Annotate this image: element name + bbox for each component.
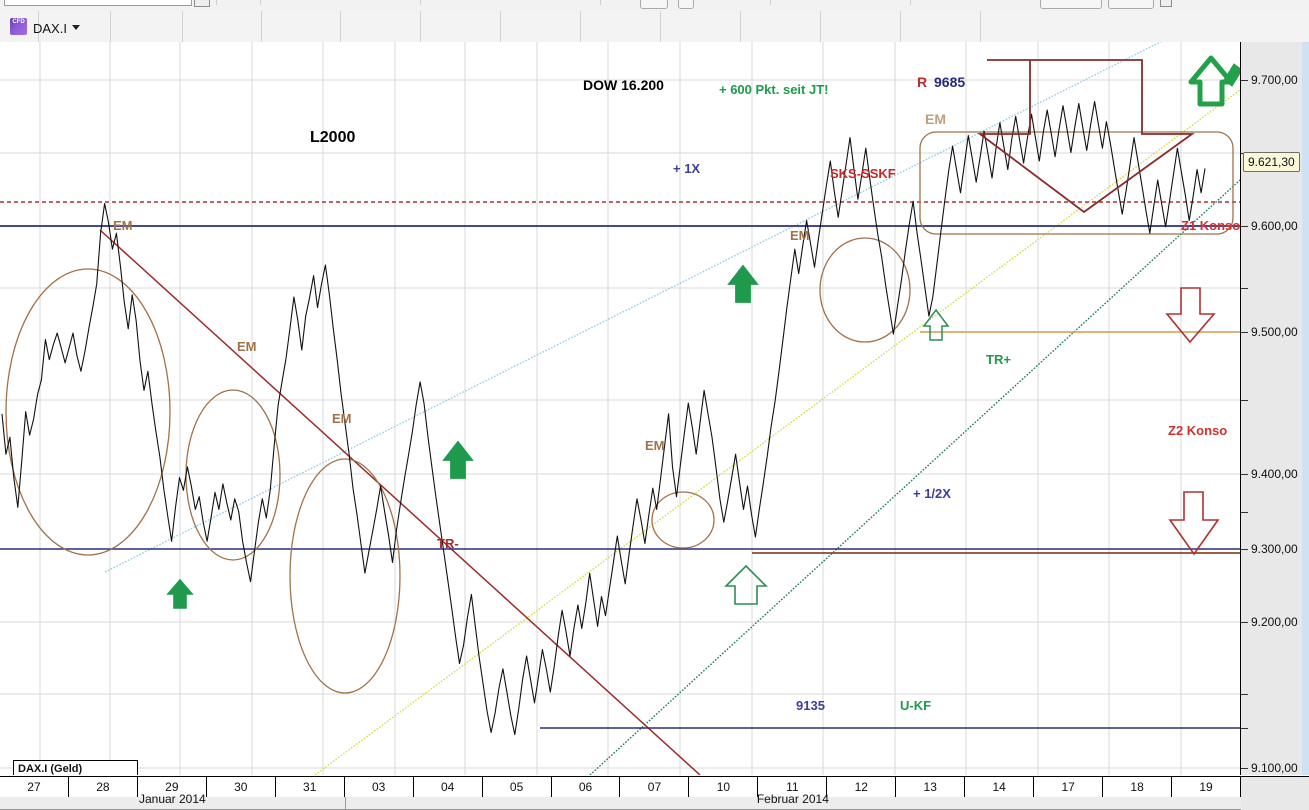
cfd-icon-text: CFD <box>12 19 25 25</box>
price-line <box>1 100 1206 736</box>
toolbar-separator <box>910 0 911 5</box>
price-tick-label: 9.700,00 <box>1251 73 1298 87</box>
date-axis-tick: 04 <box>414 777 483 798</box>
em-ellipse-2 <box>185 389 281 561</box>
chevron-down-icon[interactable] <box>72 25 80 30</box>
last-price-marker: 9.621,30 <box>1243 152 1300 172</box>
price-tick-label: 9.100,00 <box>1251 761 1298 775</box>
toolbar-icon-button[interactable] <box>640 0 668 9</box>
vertical-scrollbar[interactable] <box>1302 42 1309 775</box>
toolbar-separator <box>600 0 601 5</box>
annotation-em-1: EM <box>113 218 133 233</box>
channel-mid-yellow <box>314 89 1240 775</box>
em-ellipse-3 <box>289 458 401 694</box>
date-axis-tick: 03 <box>345 777 414 798</box>
toolbar-separator <box>420 0 421 5</box>
annotation-em-4: EM <box>645 438 665 453</box>
price-tick-label: 9.600,00 <box>1251 219 1298 233</box>
annotation-r-label: R <box>917 74 928 90</box>
date-axis-tick: 14 <box>965 777 1035 798</box>
price-tick-label: 9.500,00 <box>1251 325 1298 339</box>
annotation-level-9135: 9135 <box>796 698 825 713</box>
trendline-tr-plus <box>589 179 1240 775</box>
up-arrow-filled-icon <box>727 264 759 303</box>
up-arrow-filled-icon <box>166 578 194 609</box>
toolbar-more-button[interactable] <box>1160 0 1172 7</box>
chart-plot-area[interactable]: L2000 DOW 16.200 + 600 Pkt. seit JT! R 9… <box>0 42 1241 775</box>
date-axis-tick: 12 <box>827 777 897 798</box>
annotation-l2000: L2000 <box>310 129 356 146</box>
trend-flash-icon <box>1223 63 1240 87</box>
annotation-tr-plus: TR+ <box>986 352 1011 367</box>
month-axis: Januar 2014 Februar 2014 <box>0 792 1242 810</box>
toolbar-dropdown-button[interactable] <box>194 0 210 7</box>
chart-canvas <box>0 42 1240 775</box>
chart-gridlines <box>0 42 1240 775</box>
annotation-em-5: EM <box>790 228 810 243</box>
annotation-z1-konso: Z1 Konso <box>1181 218 1241 233</box>
annotation-tr-minus: TR- <box>437 536 459 551</box>
axis-corner <box>1241 776 1309 810</box>
month-axis-label: Februar 2014 <box>756 792 829 806</box>
date-axis-tick: 13 <box>896 777 966 798</box>
annotation-points-since-ytd: + 600 Pkt. seit JT! <box>719 82 829 97</box>
quote-info-box: DAX.I (Geld) 19-Feb-2014 10:45 Schließen… <box>13 760 138 775</box>
annotation-r-9685-value: 9685 <box>934 74 966 90</box>
annotation-em-3: EM <box>332 411 352 426</box>
symbol-label[interactable]: DAX.I <box>33 21 67 36</box>
chart-horizontal-levels <box>0 201 1240 729</box>
price-tick-label: 9.300,00 <box>1251 542 1298 556</box>
down-arrow-big-icon <box>977 59 1195 214</box>
price-tick-label: 9.400,00 <box>1251 467 1298 481</box>
toolbar-icon-button[interactable] <box>678 0 694 9</box>
date-axis-tick: 29 <box>138 777 207 798</box>
annotation-plus-half-x: + 1/2X <box>913 486 951 501</box>
date-axis-tick: 27 <box>0 777 69 798</box>
date-axis-tick: 28 <box>69 777 138 798</box>
cfd-instrument-icon: CFD <box>10 18 27 35</box>
date-axis-tick: 18 <box>1103 777 1173 798</box>
annotation-sks-sskf: SKS-SSKF <box>830 166 896 181</box>
annotation-em-2: EM <box>237 339 257 354</box>
toolbar-text-input[interactable] <box>4 0 192 6</box>
annotation-z2-konso: Z2 Konso <box>1168 423 1228 438</box>
toolbar-separator <box>770 0 771 5</box>
annotation-plus-1x: + 1X <box>673 161 701 176</box>
em-ellipse-1 <box>5 268 171 556</box>
month-axis-separator <box>344 797 346 809</box>
date-axis-tick: 11 <box>758 777 828 798</box>
down-arrow-z2-icon <box>1168 491 1220 556</box>
up-arrow-outline-icon <box>922 308 950 341</box>
em-ellipse-5 <box>819 237 911 343</box>
annotation-dow: DOW 16.200 <box>583 77 664 93</box>
toolbar-separator <box>260 0 261 5</box>
down-arrow-z1-icon <box>1165 287 1216 344</box>
chart-trendlines <box>99 42 1240 775</box>
annotation-u-kf: U-KF <box>900 698 932 713</box>
symbol-bar: CFD DAX.I <box>0 11 1309 43</box>
toolbar-range-button[interactable] <box>1108 0 1154 9</box>
em-box-right <box>919 131 1234 235</box>
trendline-tr-minus <box>99 229 701 775</box>
date-axis-tick: 17 <box>1034 777 1104 798</box>
toolbar-separator <box>216 0 217 5</box>
up-arrow-outline-icon <box>724 564 768 605</box>
quote-info-title: DAX.I (Geld) <box>18 763 83 775</box>
price-tick-label: 9.200,00 <box>1251 615 1298 629</box>
em-ellipse-4 <box>651 491 715 549</box>
toolbar-period-button[interactable] <box>1040 0 1102 9</box>
date-axis-tick: 31 <box>276 777 345 798</box>
date-axis-tick: 30 <box>207 777 276 798</box>
date-axis-tick: 07 <box>621 777 690 798</box>
date-axis-tick: 05 <box>483 777 552 798</box>
month-axis-label: Januar 2014 <box>138 792 206 806</box>
date-axis-tick: 10 <box>689 777 759 798</box>
channel-lower-cyan <box>104 42 1162 573</box>
date-axis-tick: 19 <box>1172 777 1241 798</box>
annotation-em-6: EM <box>925 111 946 127</box>
up-arrow-filled-icon <box>442 440 474 479</box>
date-axis-tick: 06 <box>552 777 621 798</box>
